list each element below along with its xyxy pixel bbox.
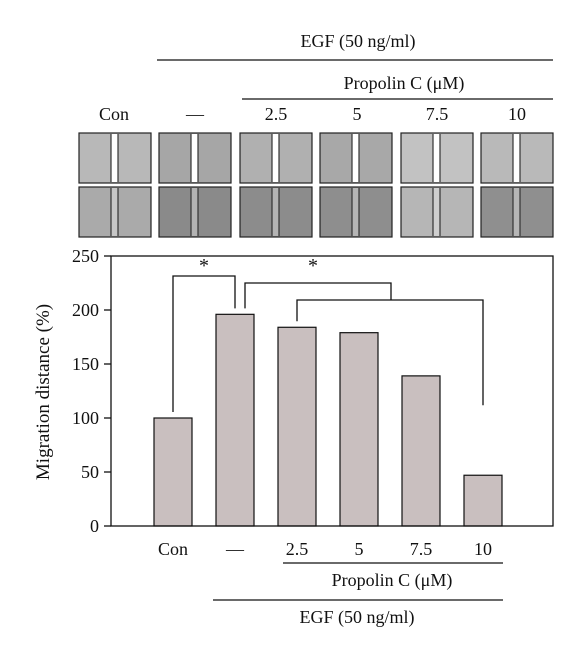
scratch-gap xyxy=(272,188,279,236)
x-tick-label: — xyxy=(225,539,245,559)
significance-star: * xyxy=(199,255,209,277)
micrograph-panel xyxy=(78,132,554,238)
column-label: 7.5 xyxy=(426,104,449,124)
bar xyxy=(401,375,441,527)
x-tick-label: 2.5 xyxy=(286,539,309,559)
bars xyxy=(153,313,503,527)
x-tick-label: 5 xyxy=(355,539,364,559)
scratch-gap xyxy=(513,134,520,182)
significance-bracket xyxy=(172,275,236,412)
y-axis-label: Migration distance (%) xyxy=(33,304,54,480)
column-label: — xyxy=(185,104,205,124)
column-label: 5 xyxy=(353,104,362,124)
x-tick-label: 10 xyxy=(474,539,492,559)
bar xyxy=(463,474,503,527)
scratch-gap xyxy=(272,134,279,182)
y-axis-ticks: 0 50 100 150 200 250 xyxy=(72,246,111,536)
column-label: 10 xyxy=(508,104,526,124)
y-tick-label: 0 xyxy=(90,516,99,536)
y-tick-label: 200 xyxy=(72,300,99,320)
bar-chart: Migration distance (%) 0 50 100 150 200 250 *… xyxy=(33,246,554,628)
column-labels: Con — 2.5 5 7.5 10 xyxy=(99,104,526,124)
x-egf-label: EGF (50 ng/ml) xyxy=(300,607,415,628)
x-tick-label: 7.5 xyxy=(410,539,433,559)
significance-bracket xyxy=(296,299,484,406)
micrograph-tile xyxy=(239,186,313,238)
x-axis-labels: Con — 2.5 5 7.5 10 xyxy=(158,539,492,559)
scratch-gap xyxy=(433,134,440,182)
y-tick-label: 150 xyxy=(72,354,99,374)
column-label: 2.5 xyxy=(265,104,288,124)
x-tick-label: Con xyxy=(158,539,188,559)
egf-header-label: EGF (50 ng/ml) xyxy=(301,31,416,52)
micrograph-tile xyxy=(480,186,554,238)
propolin-header-label: Propolin C (μM) xyxy=(344,73,465,94)
micrograph-tile xyxy=(400,186,474,238)
y-tick-label: 50 xyxy=(81,462,99,482)
scratch-gap xyxy=(433,188,440,236)
x-propolin-label: Propolin C (μM) xyxy=(332,570,453,591)
significance-brackets: * * xyxy=(172,255,484,412)
scratch-gap xyxy=(111,134,118,182)
scratch-gap xyxy=(111,188,118,236)
bar xyxy=(277,326,317,527)
micrograph-tile xyxy=(78,186,152,238)
micrograph-tile xyxy=(319,186,393,238)
scratch-gap xyxy=(352,188,359,236)
scratch-gap xyxy=(191,134,198,182)
y-tick-label: 100 xyxy=(72,408,99,428)
bar xyxy=(153,417,193,527)
scratch-gap xyxy=(513,188,520,236)
scratch-gap xyxy=(352,134,359,182)
significance-star: * xyxy=(308,255,318,277)
scratch-gap xyxy=(191,188,198,236)
y-tick-label: 250 xyxy=(72,246,99,266)
bar xyxy=(339,332,379,527)
plot-frame xyxy=(110,255,554,527)
bar xyxy=(215,313,255,527)
column-label: Con xyxy=(99,104,129,124)
micrograph-tile xyxy=(158,186,232,238)
significance-bracket xyxy=(244,282,392,309)
